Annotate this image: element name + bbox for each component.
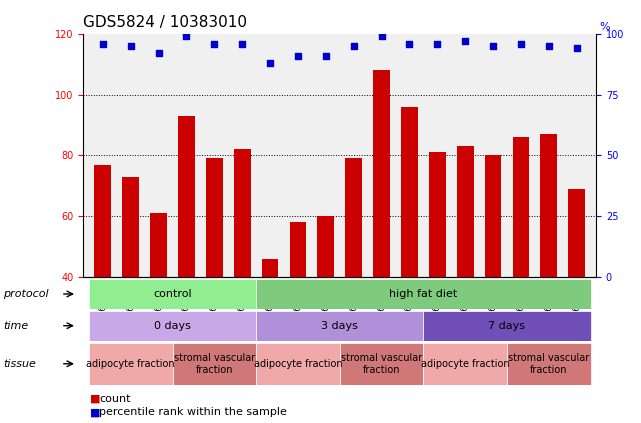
Point — [349, 43, 359, 49]
Point — [432, 40, 442, 47]
Point — [516, 40, 526, 47]
Bar — [150, 213, 167, 398]
Text: stromal vascular
fraction: stromal vascular fraction — [174, 353, 255, 375]
Text: stromal vascular
fraction: stromal vascular fraction — [508, 353, 589, 375]
Text: stromal vascular
fraction: stromal vascular fraction — [341, 353, 422, 375]
FancyBboxPatch shape — [89, 279, 256, 309]
Text: 3 days: 3 days — [321, 321, 358, 331]
FancyBboxPatch shape — [172, 343, 256, 385]
Point — [488, 43, 498, 49]
Text: ■: ■ — [90, 407, 100, 418]
Bar — [178, 116, 195, 398]
Bar — [373, 70, 390, 398]
Bar — [513, 137, 529, 398]
FancyBboxPatch shape — [89, 343, 172, 385]
Bar — [401, 107, 418, 398]
Text: 7 days: 7 days — [488, 321, 526, 331]
Text: control: control — [153, 289, 192, 299]
Bar — [262, 259, 278, 398]
Bar — [290, 222, 306, 398]
FancyBboxPatch shape — [423, 311, 590, 341]
Point — [209, 40, 219, 47]
Point — [572, 45, 582, 52]
FancyBboxPatch shape — [256, 311, 423, 341]
Text: time: time — [3, 321, 28, 331]
Point — [404, 40, 415, 47]
FancyBboxPatch shape — [507, 343, 590, 385]
Point — [126, 43, 136, 49]
FancyBboxPatch shape — [340, 343, 423, 385]
FancyBboxPatch shape — [256, 279, 590, 309]
Text: GDS5824 / 10383010: GDS5824 / 10383010 — [83, 15, 247, 30]
Point — [265, 60, 275, 66]
Bar — [429, 152, 445, 398]
Point — [460, 38, 470, 44]
Text: percentile rank within the sample: percentile rank within the sample — [99, 407, 287, 418]
Text: adipocyte fraction: adipocyte fraction — [87, 359, 175, 369]
Text: high fat diet: high fat diet — [389, 289, 458, 299]
Point — [293, 52, 303, 59]
Bar — [345, 159, 362, 398]
Text: ■: ■ — [90, 394, 100, 404]
Text: adipocyte fraction: adipocyte fraction — [254, 359, 342, 369]
Text: tissue: tissue — [3, 359, 36, 369]
Point — [153, 50, 163, 57]
Point — [544, 43, 554, 49]
Bar — [94, 165, 111, 398]
Text: %: % — [599, 22, 610, 32]
Point — [97, 40, 108, 47]
Bar — [457, 146, 474, 398]
Text: 0 days: 0 days — [154, 321, 191, 331]
Text: count: count — [99, 394, 131, 404]
Bar — [206, 159, 222, 398]
Bar — [122, 177, 139, 398]
Bar — [540, 134, 557, 398]
Point — [376, 33, 387, 40]
Point — [237, 40, 247, 47]
Bar — [234, 149, 251, 398]
FancyBboxPatch shape — [423, 343, 507, 385]
FancyBboxPatch shape — [256, 343, 340, 385]
Text: adipocyte fraction: adipocyte fraction — [421, 359, 510, 369]
Bar — [569, 189, 585, 398]
Point — [320, 52, 331, 59]
Bar — [317, 216, 334, 398]
Point — [181, 33, 192, 40]
Bar — [485, 156, 501, 398]
Text: protocol: protocol — [3, 289, 49, 299]
FancyBboxPatch shape — [89, 311, 256, 341]
